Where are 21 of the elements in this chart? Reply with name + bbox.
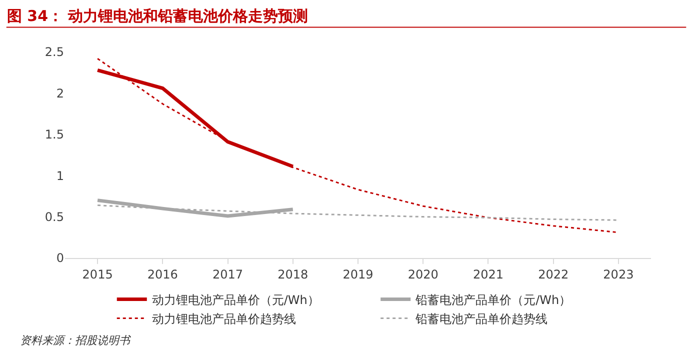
legend-label: 动力锂电池产品单价趋势线 [152, 312, 296, 326]
x-tick-label: 2020 [408, 267, 438, 282]
y-tick-label: 2 [56, 86, 64, 100]
x-tick-label: 2018 [278, 267, 308, 282]
x-tick-label: 2021 [472, 267, 504, 282]
x-tick-label: 2015 [82, 267, 113, 282]
x-tick-label: 2016 [147, 267, 178, 282]
text: 资料来源：招股说明书 [20, 334, 132, 347]
legend-label: 铅蓄电池产品单价（元/Wh） [414, 292, 572, 307]
y-tick-label: 1 [56, 168, 64, 183]
x-tick-label: 2022 [538, 267, 569, 282]
y-tick-label: 1.5 [44, 128, 64, 142]
y-tick-label: 2.5 [44, 45, 64, 60]
chart-title: 图 34： 动力锂电池和铅蓄电池价格走势预测 [6, 6, 308, 25]
legend-label: 动力锂电池产品单价（元/Wh） [152, 292, 320, 307]
y-tick-label: 0 [56, 251, 64, 266]
x-tick-label: 2017 [212, 267, 244, 282]
x-tick-label: 2023 [603, 267, 634, 282]
legend-label: 铅蓄电池产品单价趋势线 [414, 312, 548, 326]
y-tick-label: 0.5 [44, 210, 64, 224]
x-tick-label: 2019 [342, 267, 374, 282]
